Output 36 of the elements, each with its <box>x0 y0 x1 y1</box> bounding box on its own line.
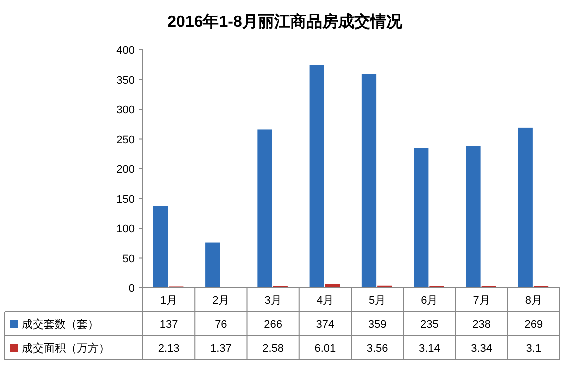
data-label: 3.14 <box>418 343 440 355</box>
data-label: 76 <box>215 319 228 331</box>
y-tick-label: 200 <box>116 164 135 176</box>
legend-label: 成交面积（万方） <box>22 342 110 355</box>
data-label: 374 <box>316 319 335 331</box>
y-tick-label: 250 <box>116 134 135 146</box>
x-tick-label: 7月 <box>473 295 490 307</box>
y-tick-label: 300 <box>116 104 135 116</box>
data-label: 2.13 <box>158 343 180 355</box>
data-label: 3.1 <box>526 343 542 355</box>
x-tick-label: 5月 <box>369 295 386 307</box>
y-tick-label: 50 <box>122 253 135 266</box>
chart-title: 2016年1-8月丽江商品房成交情况 <box>168 12 404 31</box>
data-label: 1.37 <box>210 343 232 355</box>
data-label: 269 <box>524 319 544 331</box>
legend-label: 成交套数（套） <box>22 318 99 331</box>
x-tick-label: 6月 <box>421 295 438 307</box>
x-tick-label: 8月 <box>525 295 542 307</box>
y-tick-label: 100 <box>116 224 135 236</box>
y-tick-label: 150 <box>116 194 135 206</box>
y-tick-label: 350 <box>116 74 135 87</box>
x-tick-label: 2月 <box>212 295 230 307</box>
data-label: 238 <box>472 319 491 331</box>
data-label: 6.01 <box>314 343 336 355</box>
x-tick-label: 1月 <box>160 295 178 307</box>
data-label: 266 <box>264 319 282 331</box>
data-label: 3.34 <box>471 343 493 355</box>
data-label: 3.56 <box>366 343 388 355</box>
data-label: 359 <box>368 319 387 331</box>
x-tick-label: 4月 <box>316 295 334 307</box>
y-tick-label: 400 <box>116 45 135 57</box>
y-tick-label: 0 <box>128 283 135 295</box>
data-label: 2.58 <box>262 343 284 355</box>
data-label: 137 <box>160 319 178 331</box>
x-tick-label: 3月 <box>264 295 282 307</box>
data-label: 235 <box>420 319 439 331</box>
